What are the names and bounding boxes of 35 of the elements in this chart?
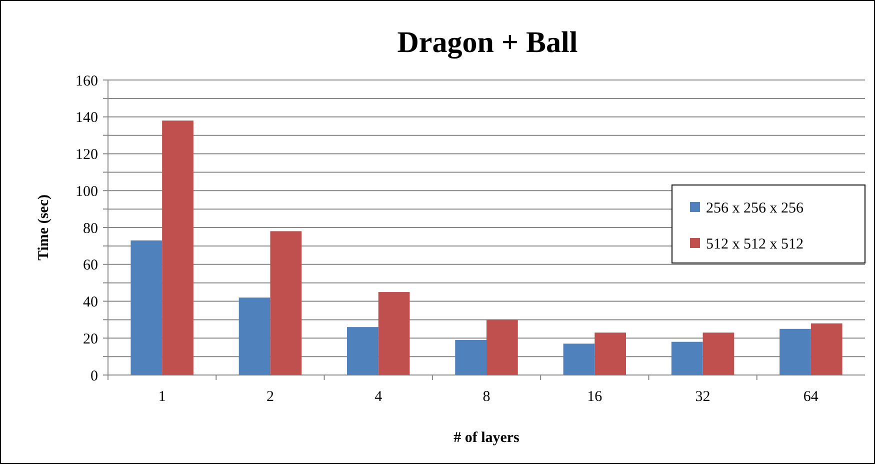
- legend-label: 512 x 512 x 512: [706, 236, 804, 252]
- x-tick-label: 1: [158, 389, 166, 405]
- x-tick-label: 64: [803, 389, 819, 405]
- x-tick-label: 4: [374, 389, 383, 405]
- bar: [810, 323, 842, 375]
- x-tick-label: 8: [482, 389, 490, 405]
- y-tick-label: 140: [76, 110, 98, 126]
- x-axis-title: # of layers: [454, 430, 520, 446]
- bar: [378, 292, 410, 375]
- bar: [671, 342, 703, 375]
- x-tick-label: 32: [695, 389, 710, 405]
- legend-label: 256 x 256 x 256: [706, 200, 804, 216]
- x-tick-label: 2: [266, 389, 274, 405]
- bar: [455, 340, 486, 375]
- y-tick-label: 60: [83, 258, 98, 274]
- y-tick-label: 80: [83, 220, 98, 237]
- bar: [270, 231, 302, 375]
- bar: [162, 120, 194, 375]
- bar: [780, 328, 811, 375]
- bar: [346, 327, 378, 375]
- bar: [702, 332, 734, 375]
- y-axis-title: Time (sec): [36, 194, 52, 260]
- bar: [594, 332, 626, 375]
- chart-title: Dragon + Ball: [397, 26, 578, 59]
- y-tick-label: 100: [76, 184, 98, 200]
- y-tick-label: 20: [83, 331, 98, 348]
- bar: [563, 344, 595, 375]
- y-tick-label: 40: [83, 294, 98, 310]
- y-tick-label: 160: [76, 73, 98, 90]
- y-tick-label: 120: [76, 147, 98, 163]
- bar: [486, 320, 518, 375]
- bar: [130, 240, 162, 375]
- bar: [238, 298, 270, 375]
- y-tick-label: 0: [90, 368, 98, 384]
- x-tick-label: 16: [587, 389, 603, 405]
